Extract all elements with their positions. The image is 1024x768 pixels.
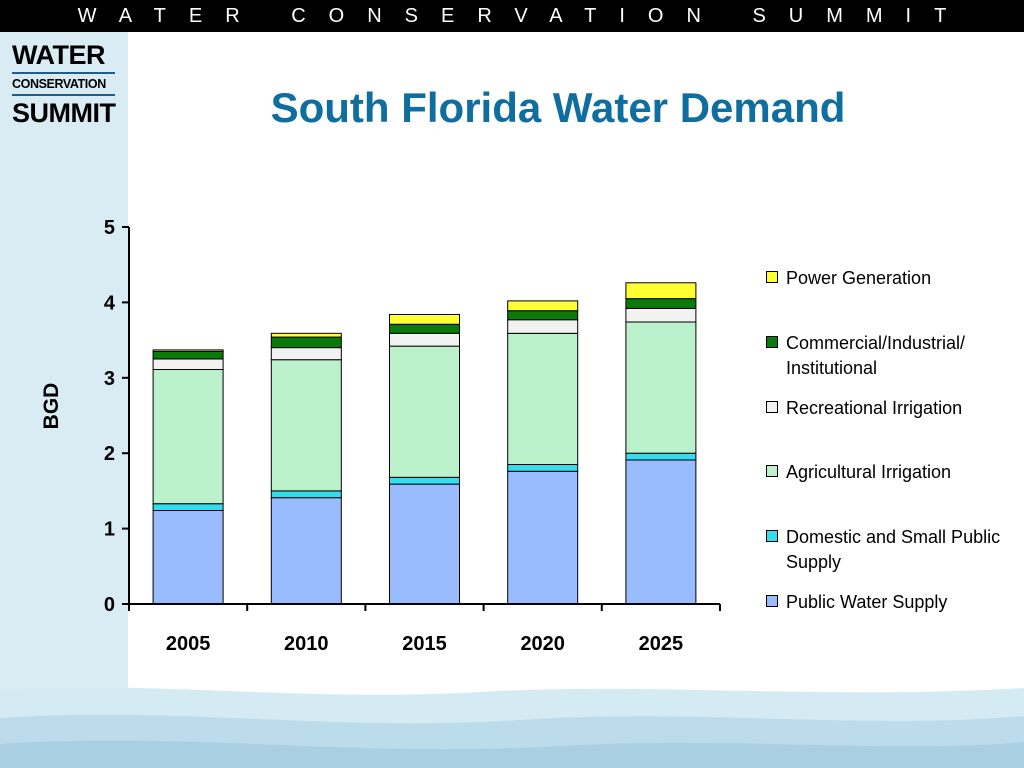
legend-item: Commercial/Industrial/ Institutional xyxy=(766,331,1006,381)
logo-line-conservation: CONSERVATION xyxy=(12,77,106,91)
legend-item: Recreational Irrigation xyxy=(766,396,1006,421)
chart-title: South Florida Water Demand xyxy=(270,84,846,131)
x-tick-label: 2010 xyxy=(284,633,329,655)
y-tick-label: 3 xyxy=(104,368,115,390)
legend-item: Domestic and Small Public Supply xyxy=(766,525,1006,575)
bar-segment xyxy=(270,497,342,605)
wave-decoration xyxy=(0,687,1024,768)
bar-segment xyxy=(389,345,460,478)
x-tick-label: 2005 xyxy=(166,633,211,655)
y-tick-label: 5 xyxy=(104,217,115,239)
legend-item: Public Water Supply xyxy=(766,590,1006,615)
bar-segment xyxy=(507,470,579,605)
legend-swatch xyxy=(766,271,778,283)
banner: WATER CONSERVATION SUMMIT xyxy=(0,0,1024,32)
legend-item: Agricultural Irrigation xyxy=(766,460,1006,485)
legend-swatch xyxy=(766,336,778,348)
legend-label: Recreational Irrigation xyxy=(786,398,963,418)
bar-segment xyxy=(625,452,697,461)
bar-segment xyxy=(270,490,342,499)
legend-label: Public Water Supply xyxy=(786,592,948,612)
bar-segment xyxy=(625,307,697,323)
logo-divider-bottom xyxy=(12,94,115,96)
bar-segment xyxy=(507,332,579,466)
x-tick-label: 2015 xyxy=(402,633,447,655)
bar-segment xyxy=(152,510,224,605)
bar-segment xyxy=(270,336,342,349)
bar-segment xyxy=(507,310,579,321)
bar-segment xyxy=(152,349,224,352)
bar-segment xyxy=(625,282,697,300)
bar-segment xyxy=(625,321,697,454)
y-tick-label: 2 xyxy=(104,443,115,465)
legend-label: Power Generation xyxy=(786,268,932,288)
legend-swatch xyxy=(766,465,778,477)
logo-divider-top xyxy=(12,72,115,74)
legend-label: Commercial/Industrial/ Institutional xyxy=(786,333,966,378)
legend-item: Power Generation xyxy=(766,266,1006,291)
bar-segment xyxy=(152,503,224,512)
bar-segment xyxy=(270,359,342,492)
legend-label: Domestic and Small Public Supply xyxy=(786,527,1001,572)
bar-segment xyxy=(507,319,579,334)
logo-line-water: WATER xyxy=(12,40,106,70)
y-tick-label: 0 xyxy=(104,594,115,616)
bar-segment xyxy=(152,369,224,505)
banner-text: WATER CONSERVATION SUMMIT xyxy=(77,4,970,27)
legend-swatch xyxy=(766,530,778,542)
logo-line-summit: SUMMIT xyxy=(12,98,116,128)
bar-segment xyxy=(152,350,224,360)
bar-segment xyxy=(389,323,460,334)
y-tick-label: 1 xyxy=(104,519,115,541)
bar-segment xyxy=(625,459,697,605)
x-tick-label: 2020 xyxy=(520,633,565,655)
bar-segment xyxy=(389,332,460,347)
bar-segment xyxy=(507,300,579,312)
bar-segment xyxy=(389,313,460,325)
bar-segment xyxy=(507,464,579,472)
bar-segment xyxy=(625,298,697,309)
bar-segment xyxy=(270,347,342,361)
left-band xyxy=(0,32,128,768)
bar-segment xyxy=(389,476,460,485)
legend-label: Agricultural Irrigation xyxy=(786,462,952,482)
y-tick-label: 4 xyxy=(104,292,116,314)
logo: WATER CONSERVATION SUMMIT xyxy=(12,40,118,128)
x-tick-label: 2025 xyxy=(639,633,684,655)
legend-swatch xyxy=(766,595,778,607)
bar-segment xyxy=(270,332,342,338)
y-axis-label: BGD xyxy=(40,383,63,430)
bar-segment xyxy=(152,358,224,371)
bar-segment xyxy=(389,483,460,605)
legend-swatch xyxy=(766,401,778,413)
